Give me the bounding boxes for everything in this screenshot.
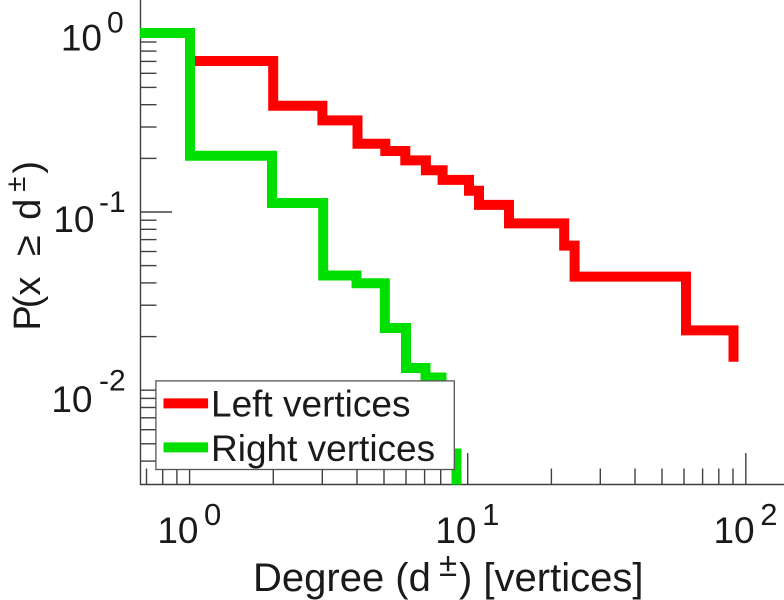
- svg-text:10: 10: [51, 379, 92, 420]
- svg-text:Left vertices: Left vertices: [211, 384, 410, 425]
- svg-text:10: 10: [435, 510, 476, 551]
- svg-text:0: 0: [204, 497, 221, 532]
- svg-text:1: 1: [482, 497, 499, 532]
- svg-text:) [vertices]: ) [vertices]: [459, 556, 643, 600]
- svg-text:-2: -2: [99, 365, 126, 398]
- svg-text:10: 10: [157, 510, 198, 551]
- svg-text:0: 0: [107, 6, 124, 39]
- svg-text:-1: -1: [99, 186, 126, 219]
- svg-text:Right vertices: Right vertices: [211, 428, 435, 469]
- svg-text:10: 10: [713, 510, 754, 551]
- svg-text:10: 10: [61, 17, 102, 58]
- svg-text:Degree (d: Degree (d: [253, 556, 431, 600]
- svg-text:10: 10: [53, 199, 94, 240]
- svg-text:2: 2: [760, 497, 777, 532]
- svg-text:±: ±: [439, 546, 457, 583]
- svg-text:P(x≥d±): P(x≥d±): [0, 161, 49, 331]
